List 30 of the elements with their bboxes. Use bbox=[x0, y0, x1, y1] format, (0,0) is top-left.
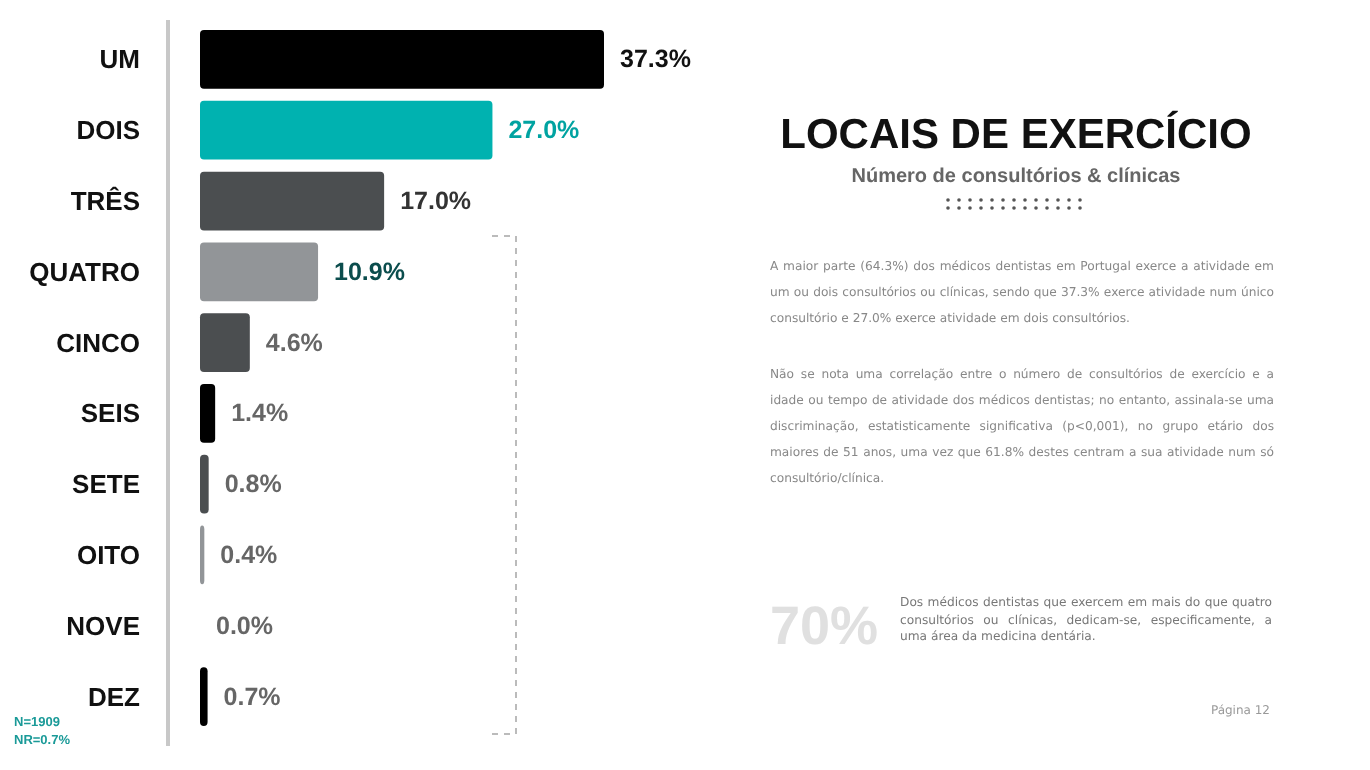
y-tick-label: DOIS bbox=[76, 115, 141, 146]
bar bbox=[200, 171, 385, 231]
bar bbox=[200, 313, 250, 372]
bar bbox=[200, 667, 208, 726]
bar bbox=[200, 384, 216, 443]
y-tick-label: QUATRO bbox=[29, 256, 140, 287]
data-label: 10.9% bbox=[334, 257, 405, 286]
y-tick-label: SETE bbox=[72, 469, 141, 500]
bar bbox=[200, 100, 493, 160]
text: LOCAIS DE EXERCÍCIO bbox=[780, 110, 1252, 158]
data-label: 4.6% bbox=[265, 328, 323, 357]
y-tick-label: NOVE bbox=[66, 610, 141, 641]
data-label: 0.4% bbox=[220, 540, 278, 569]
bar bbox=[200, 242, 319, 302]
y-tick-label: OITO bbox=[76, 539, 140, 570]
y-tick-label: CINCO bbox=[56, 327, 140, 358]
y-tick-label: DEZ bbox=[88, 681, 141, 712]
data-label: 37.3% bbox=[620, 45, 691, 74]
bar bbox=[200, 30, 604, 89]
y-tick-label: UM bbox=[99, 44, 140, 75]
data-label: 0.0% bbox=[216, 611, 273, 640]
bar bbox=[200, 454, 209, 514]
data-label: 1.4% bbox=[231, 399, 289, 428]
text: Número de consultórios & clínicas bbox=[851, 166, 1182, 188]
y-tick-label: SEIS bbox=[80, 398, 141, 429]
y-tick-label: TRÊS bbox=[70, 186, 141, 217]
data-label: 0.8% bbox=[224, 470, 282, 499]
data-label: 0.7% bbox=[223, 682, 281, 711]
data-label: 17.0% bbox=[400, 187, 472, 216]
data-label: 27.0% bbox=[508, 116, 580, 145]
